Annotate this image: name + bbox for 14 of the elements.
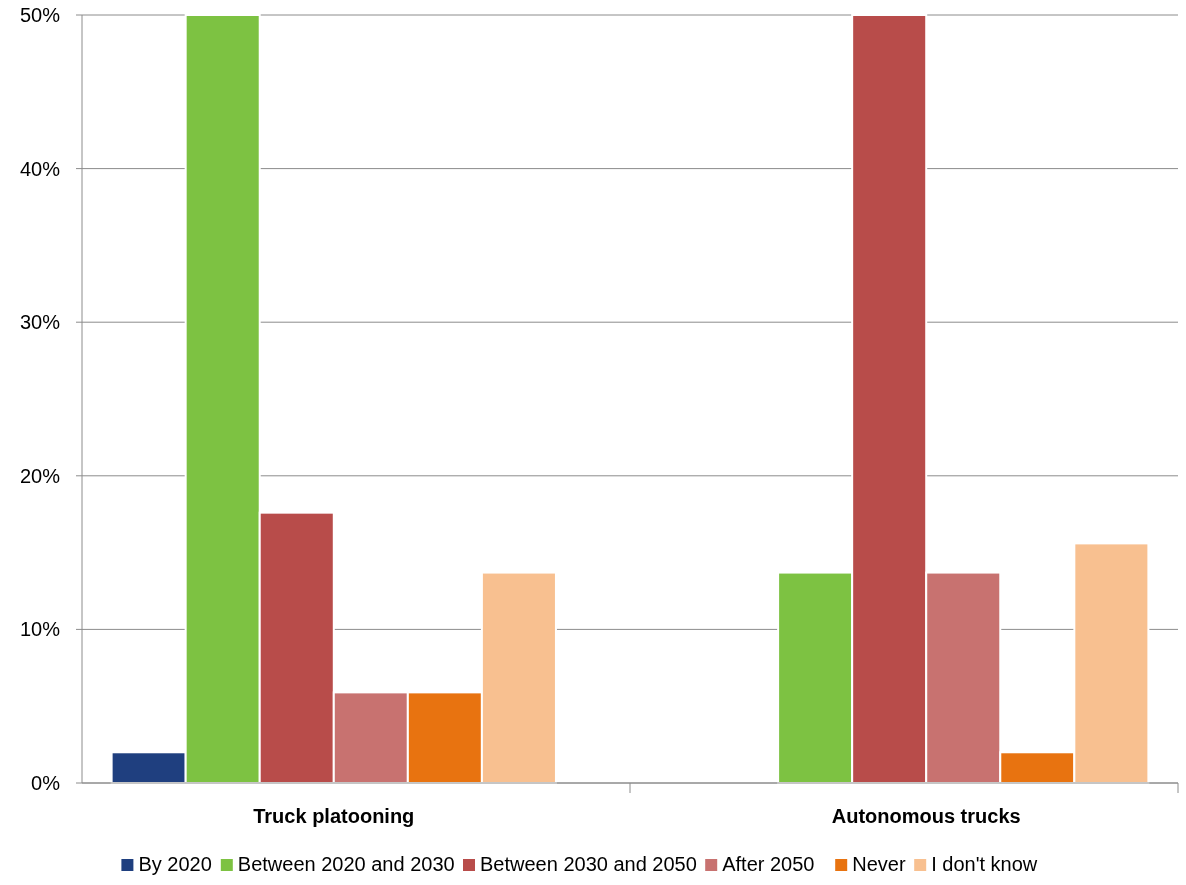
legend-label: I don't know — [931, 853, 1038, 875]
y-tick-label: 10% — [19, 618, 61, 641]
legend-label: After 2050 — [722, 853, 815, 875]
y-tick-label: 50% — [19, 4, 61, 26]
y-tick-label: 20% — [19, 464, 61, 487]
legend-label: Between 2020 and 2030 — [237, 853, 455, 875]
legend-label: Between 2030 and 2050 — [480, 853, 697, 875]
x-tick-label: Truck platooning — [253, 805, 415, 827]
legend-label: Never — [852, 853, 906, 875]
legend-label: By 2020 — [138, 853, 212, 875]
y-tick-label: 40% — [19, 157, 61, 180]
x-tick-label: Autonomous trucks — [831, 805, 1021, 827]
y-tick-label: 0% — [31, 772, 61, 794]
y-tick-label: 30% — [19, 311, 61, 334]
